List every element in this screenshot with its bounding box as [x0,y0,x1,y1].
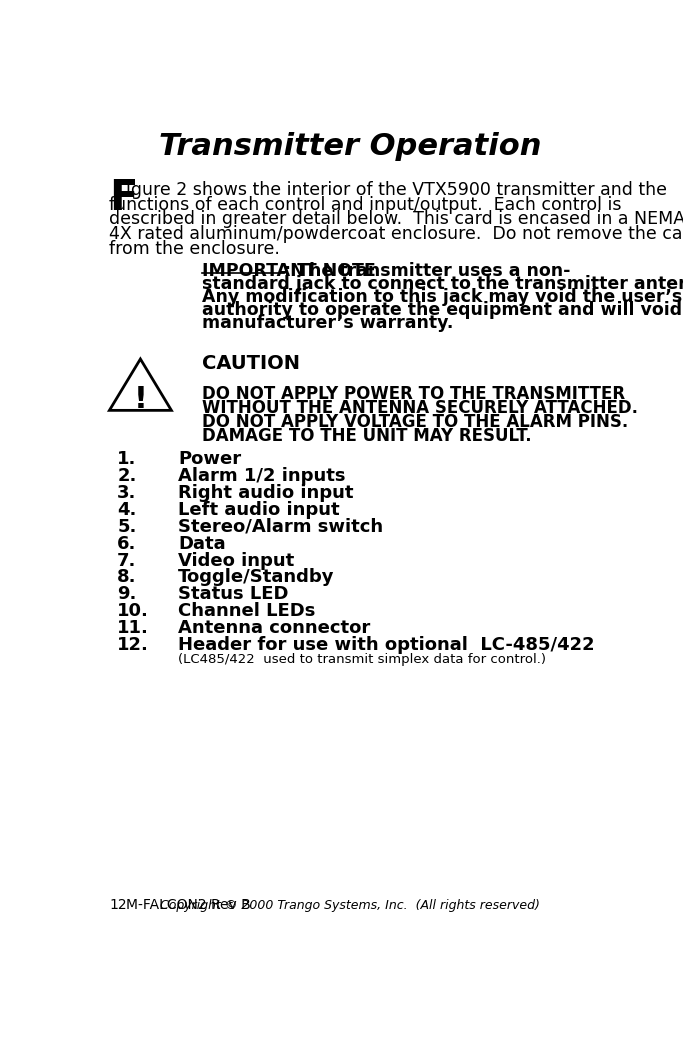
Text: authority to operate the equipment and will void the: authority to operate the equipment and w… [201,301,683,320]
Text: 11.: 11. [117,619,149,637]
Text: Channel LEDs: Channel LEDs [178,603,316,620]
Text: Right audio input: Right audio input [178,484,354,502]
Text: Data: Data [178,535,226,553]
Text: 7.: 7. [117,552,137,569]
Text: functions of each control and input/output.  Each control is: functions of each control and input/outp… [109,196,622,213]
Text: from the enclosure.: from the enclosure. [109,239,280,258]
Text: Video input: Video input [178,552,294,569]
Text: Transmitter Operation: Transmitter Operation [158,132,542,161]
Text: Copyright © 2000 Trango Systems, Inc.  (All rights reserved): Copyright © 2000 Trango Systems, Inc. (A… [160,898,540,912]
Text: Alarm 1/2 inputs: Alarm 1/2 inputs [178,466,346,485]
Text: 5.: 5. [117,517,137,536]
Text: (LC485/422  used to transmit simplex data for control.): (LC485/422 used to transmit simplex data… [178,653,546,666]
Text: 10.: 10. [117,603,149,620]
Text: 8.: 8. [117,568,137,586]
Text: 4X rated aluminum/powdercoat enclosure.  Do not remove the card: 4X rated aluminum/powdercoat enclosure. … [109,225,683,243]
Text: F: F [109,177,138,220]
Text: standard jack to connect to the transmitter antenna.: standard jack to connect to the transmit… [201,275,683,294]
Text: 6.: 6. [117,535,137,553]
Text: 12: 12 [109,897,127,912]
Text: 12.: 12. [117,636,149,654]
Text: Stereo/Alarm switch: Stereo/Alarm switch [178,517,383,536]
Text: !: ! [133,384,148,413]
Text: 4.: 4. [117,501,137,518]
Text: M-FALCON2 Rev B: M-FALCON2 Rev B [126,897,251,912]
Text: 1.: 1. [117,450,137,467]
Text: manufacturer’s warranty.: manufacturer’s warranty. [201,314,453,332]
Text: DO NOT APPLY POWER TO THE TRANSMITTER: DO NOT APPLY POWER TO THE TRANSMITTER [201,385,625,403]
Text: Any modification to this jack may void the user’s: Any modification to this jack may void t… [201,288,682,306]
Text: Power: Power [178,450,242,467]
Text: Header for use with optional  LC-485/422: Header for use with optional LC-485/422 [178,636,595,654]
Text: Toggle/Standby: Toggle/Standby [178,568,335,586]
Text: 2.: 2. [117,466,137,485]
Text: DO NOT APPLY VOLTAGE TO THE ALARM PINS.: DO NOT APPLY VOLTAGE TO THE ALARM PINS. [201,413,628,431]
Text: described in greater detail below.  This card is encased in a NEMA: described in greater detail below. This … [109,210,683,228]
Text: WITHOUT THE ANTENNA SECURELY ATTACHED.: WITHOUT THE ANTENNA SECURELY ATTACHED. [201,399,638,417]
Text: 3.: 3. [117,484,137,502]
Text: 9.: 9. [117,585,137,604]
Text: IMPORTANT NOTE: IMPORTANT NOTE [201,262,376,280]
Text: igure 2 shows the interior of the VTX5900 transmitter and the: igure 2 shows the interior of the VTX590… [126,181,667,199]
Text: Left audio input: Left audio input [178,501,340,518]
Text: Status LED: Status LED [178,585,289,604]
Text: : The transmitter uses a non-: : The transmitter uses a non- [284,262,570,280]
Text: DAMAGE TO THE UNIT MAY RESULT.: DAMAGE TO THE UNIT MAY RESULT. [201,427,531,445]
Text: CAUTION: CAUTION [201,354,300,374]
Text: Antenna connector: Antenna connector [178,619,371,637]
